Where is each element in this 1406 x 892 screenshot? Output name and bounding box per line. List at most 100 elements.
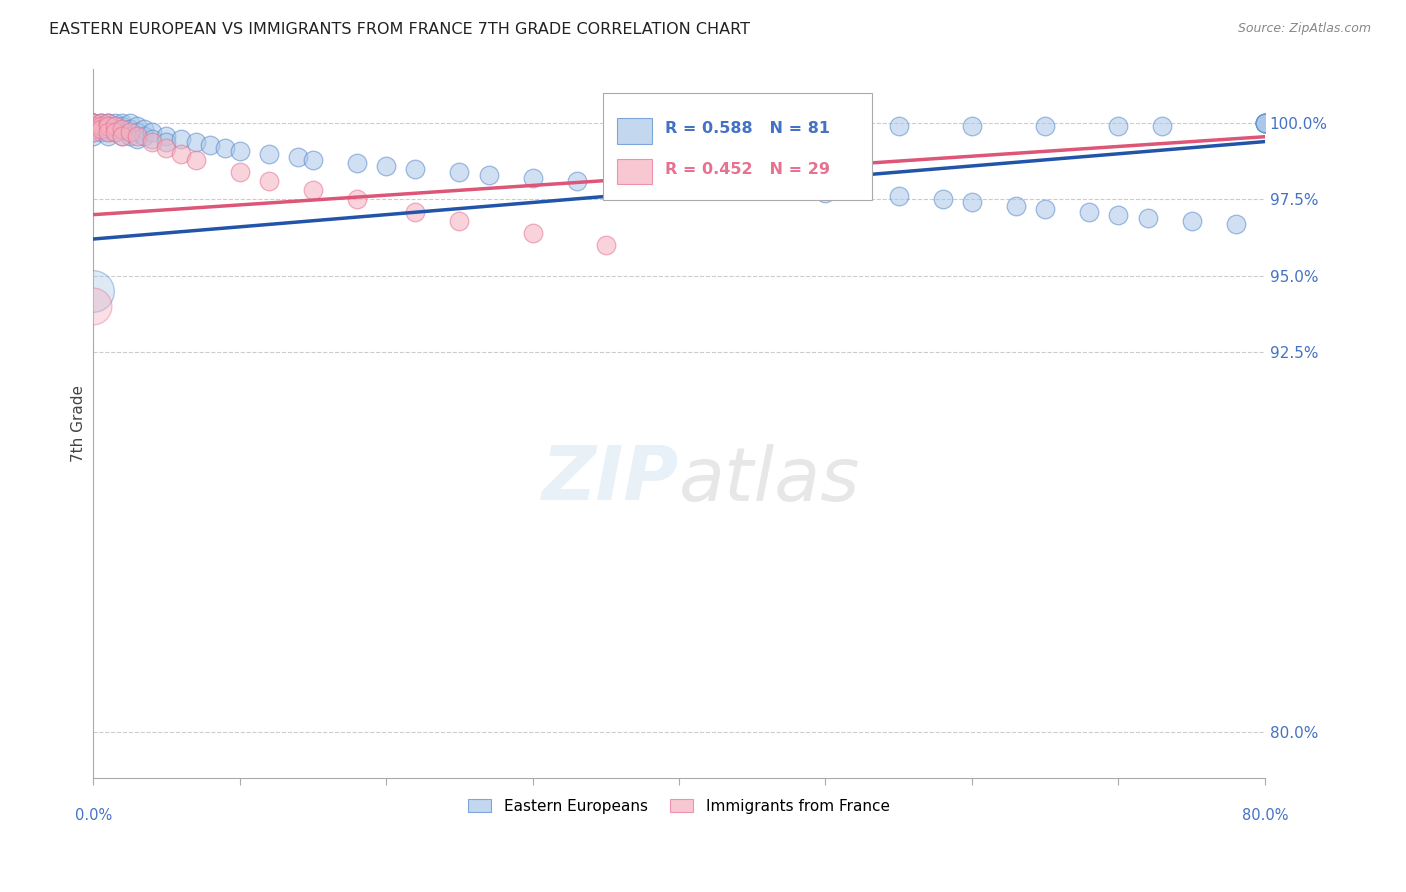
Point [89,116,111,130]
Point [595,238,617,252]
Point [127,128,149,143]
Point [960,195,983,210]
Point [887,120,910,134]
Text: ZIP: ZIP [541,443,679,516]
Point [89,120,111,134]
Point [478,168,501,182]
Point [170,131,193,145]
Point [82,116,104,130]
Point [814,186,837,201]
Point [1225,217,1247,231]
Point [141,135,163,149]
Point [449,165,471,179]
Point [97,125,120,139]
Point [82,116,104,130]
Point [127,131,149,145]
Point [97,120,120,134]
Point [82,125,104,139]
Point [155,128,177,143]
Point [960,120,983,134]
Point [931,193,953,207]
Point [134,128,156,143]
Point [302,183,325,197]
Point [111,120,134,134]
Point [1152,120,1174,134]
Point [170,146,193,161]
Point [1033,202,1056,216]
Point [97,116,120,130]
Point [844,125,866,139]
Point [111,122,134,136]
Point [200,137,222,152]
Point [97,116,120,130]
Point [741,183,763,197]
Point [1107,208,1129,222]
Point [134,122,156,136]
Point [89,125,111,139]
Point [1136,211,1159,225]
Point [127,120,149,134]
FancyBboxPatch shape [617,159,652,184]
FancyBboxPatch shape [617,119,652,144]
Point [1254,116,1277,130]
Point [104,116,127,130]
Point [184,135,207,149]
Point [155,135,177,149]
Point [111,116,134,130]
Point [104,125,127,139]
Point [785,125,807,139]
Point [89,116,111,130]
Point [82,125,104,139]
Point [302,153,325,167]
Point [404,204,426,219]
Y-axis label: 7th Grade: 7th Grade [72,384,86,462]
Point [404,161,426,176]
Point [449,213,471,227]
Point [257,174,280,188]
Point [118,116,141,130]
Point [97,116,120,130]
Point [1033,120,1056,134]
Point [118,125,141,139]
Point [82,116,104,130]
Point [104,120,127,134]
Point [522,171,544,186]
Point [118,122,141,136]
Point [1254,116,1277,130]
Point [1254,116,1277,130]
Point [1181,213,1204,227]
Point [184,153,207,167]
Point [1254,116,1277,130]
Point [141,131,163,145]
Point [346,156,368,170]
Point [82,122,104,136]
Point [111,122,134,136]
Point [82,116,104,130]
Point [89,122,111,136]
Point [375,159,398,173]
Point [346,193,368,207]
Point [104,122,127,136]
Point [97,122,120,136]
Point [82,120,104,134]
Point [82,284,104,298]
Point [82,122,104,136]
Point [89,120,111,134]
Text: 80.0%: 80.0% [1241,808,1288,823]
Text: atlas: atlas [679,444,860,516]
Point [155,141,177,155]
Point [97,125,120,139]
Text: R = 0.588   N = 81: R = 0.588 N = 81 [665,120,830,136]
Point [82,116,104,130]
Point [1254,116,1277,130]
Text: 0.0%: 0.0% [75,808,112,823]
Point [82,120,104,134]
Legend: Eastern Europeans, Immigrants from France: Eastern Europeans, Immigrants from Franc… [463,793,896,820]
Point [609,178,631,192]
Point [228,144,250,158]
Point [1005,198,1028,212]
Point [522,226,544,240]
Point [228,165,250,179]
Point [82,116,104,130]
Text: R = 0.452   N = 29: R = 0.452 N = 29 [665,161,830,177]
